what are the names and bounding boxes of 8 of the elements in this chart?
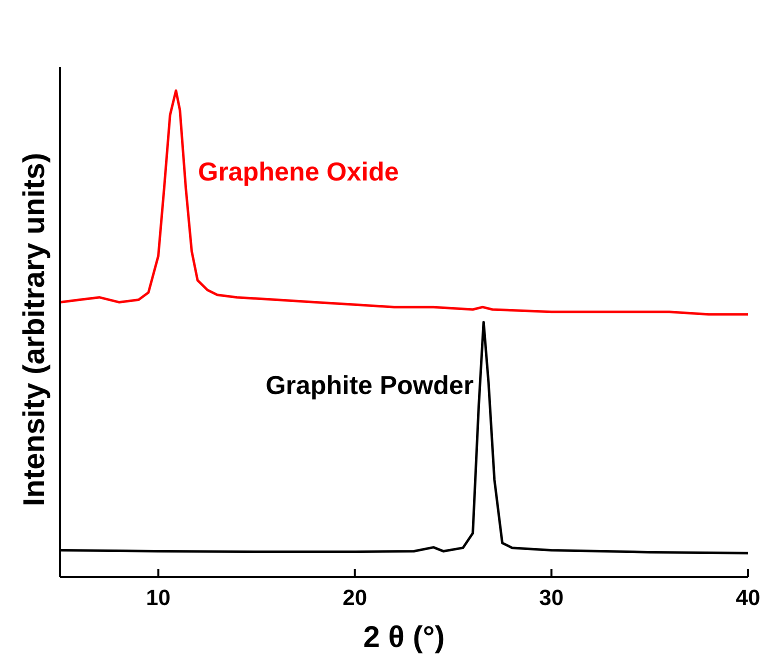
series-label: Graphene Oxide: [198, 156, 399, 187]
x-tick-label: 10: [146, 585, 171, 610]
y-axis-title: Intensity (arbitrary units): [18, 152, 51, 506]
series-label: Graphite Powder: [266, 370, 474, 400]
x-axis-title: 2 θ (°): [363, 621, 445, 654]
x-tick-label: 30: [539, 585, 564, 610]
x-tick-label: 20: [342, 585, 368, 610]
x-tick-label: 40: [736, 585, 760, 610]
